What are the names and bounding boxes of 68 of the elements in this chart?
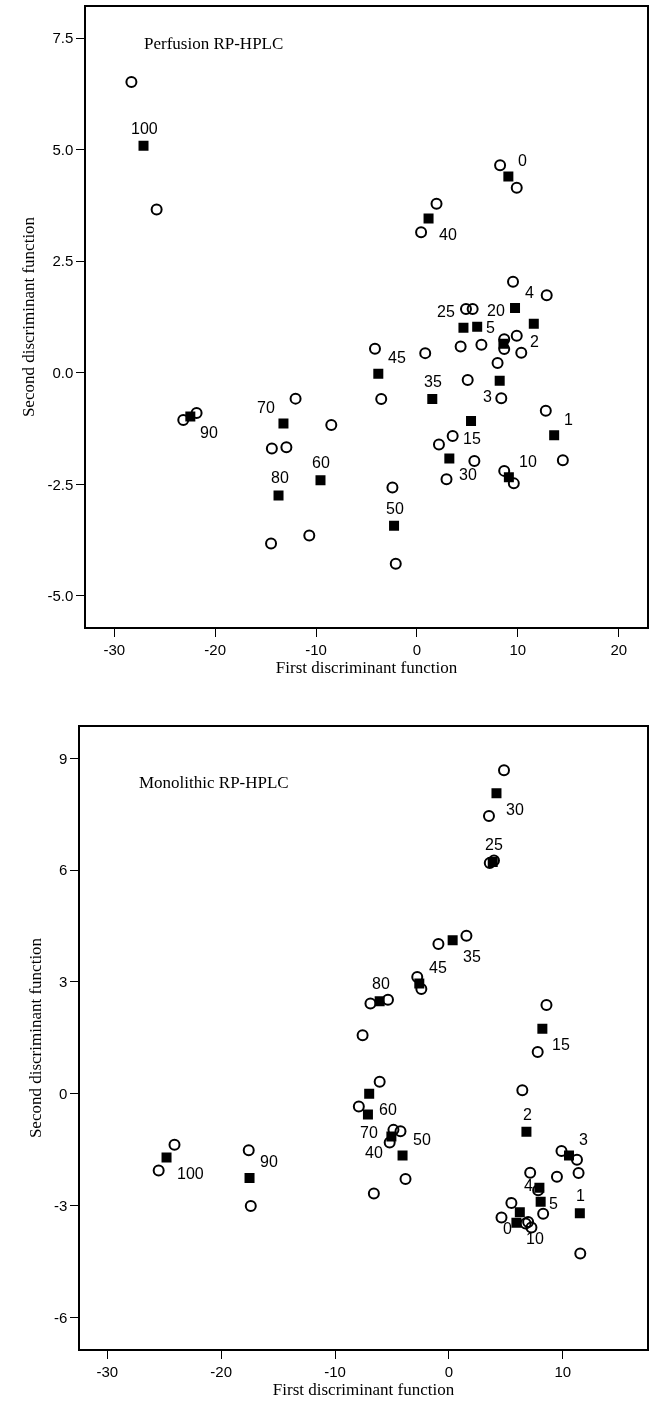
annotation: 60 [379,1101,397,1118]
y-tick-label: 0.0 [52,364,74,382]
y-tick-label: 3 [58,973,68,991]
y-tick-label: 5.0 [52,140,74,158]
annotation: 70 [360,1124,378,1141]
annotation: 2 [530,333,539,350]
annotation: 50 [413,1131,431,1148]
x-tick-label: -20 [204,640,226,658]
annotation: 25 [437,303,455,320]
annotation: 4 [525,284,534,301]
annotation: 15 [463,430,481,447]
x-tick-label: -30 [96,1362,119,1380]
annotation: 100 [131,120,158,137]
y-tick-label: -2.5 [47,475,74,493]
x-tick-label: -20 [210,1362,233,1380]
x-tick-label: 20 [610,640,628,658]
y-tick-label: -3 [53,1196,68,1214]
annotation: 20 [487,302,505,319]
annotation: 30 [459,466,477,483]
annotation: 60 [312,454,330,471]
annotation: 25 [485,836,503,853]
x-tick-label: -30 [103,640,126,658]
annotation: 2 [523,1106,532,1123]
annotation: 15 [552,1036,570,1053]
text: Perfusion RP-HPLC [144,34,284,53]
x-tick-label: 10 [509,640,527,658]
x-tick-label: -10 [324,1362,346,1380]
annotation: 1 [564,411,573,428]
y-tick-label: 6 [58,861,68,879]
y-tick-label: -5.0 [47,587,74,605]
annotation: 80 [271,469,289,486]
x-axis-title: First discriminant function [272,1379,455,1399]
annotation: 45 [429,959,447,976]
annotation: 5 [549,1195,558,1212]
annotation: 90 [200,424,218,441]
x-tick-label: 0 [444,1362,454,1380]
annotation: 35 [424,373,442,390]
y-tick-label: 7.5 [52,29,74,47]
annotation: 40 [439,226,457,243]
annotation: 3 [579,1131,588,1148]
annotation: 90 [260,1153,278,1170]
annotation: 10 [519,453,537,470]
y-tick-label: 2.5 [52,252,74,270]
annotation: 5 [486,319,495,336]
text: Monolithic RP-HPLC [139,773,289,792]
y-tick-label: -6 [53,1308,68,1326]
annotation: 50 [386,500,404,517]
x-axis-title: First discriminant function [275,657,458,677]
annotation: 40 [365,1144,383,1161]
y-axis-title: Second discriminant function [25,937,45,1139]
annotation: 45 [388,349,406,366]
annotation: 100 [177,1165,204,1182]
annotation: 1 [576,1187,585,1204]
annotation: 80 [372,975,390,992]
x-tick-label: 10 [554,1362,572,1380]
x-tick-label: 0 [412,640,422,658]
annotation: 0 [518,152,527,169]
annotation: 3 [483,388,492,405]
annotation: 70 [257,399,275,416]
y-axis-title: Second discriminant function [19,216,39,418]
annotation: 4 [524,1177,533,1194]
x-tick-label: -10 [305,640,327,658]
annotation: 0 [503,1220,512,1237]
y-tick-label: 9 [58,749,68,767]
annotation: 35 [463,948,481,965]
annotation: 30 [506,801,524,818]
y-tick-label: 0 [58,1084,68,1102]
annotation: 10 [526,1230,544,1247]
